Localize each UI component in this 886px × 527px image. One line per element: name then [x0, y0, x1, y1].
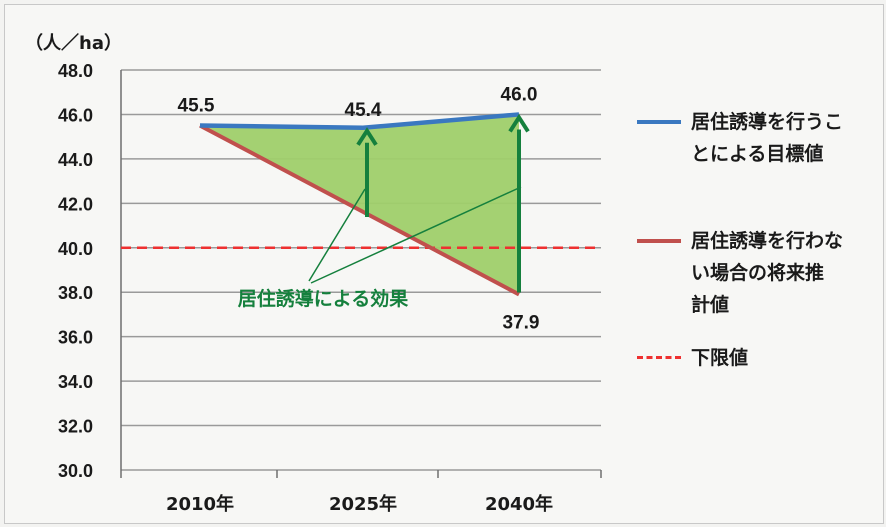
data-label: 46.0	[501, 84, 538, 105]
data-label: 37.9	[503, 312, 540, 333]
annotation-leader	[310, 186, 522, 284]
chart-frame: 30.0 32.0 34.0 36.0 38.0 40.0 42.0 44.0 46.0 48.0…	[4, 4, 884, 524]
y-tick-label: 30.0	[58, 461, 93, 481]
x-tick-label: 2040年	[485, 493, 553, 515]
legend-item-projection: 居住誘導を行わな い場合の将来推 計値	[637, 225, 881, 321]
data-label: 45.5	[178, 96, 215, 117]
effect-area	[200, 114, 519, 295]
chart-canvas: 30.0 32.0 34.0 36.0 38.0 40.0 42.0 44.0 46.0 48.0…	[25, 33, 602, 515]
legend-swatch-projection	[637, 239, 681, 243]
y-tick-label: 44.0	[58, 150, 93, 170]
y-tick-label: 46.0	[58, 105, 93, 125]
projection-line	[199, 123, 520, 297]
arrow-2025-head	[356, 127, 378, 146]
y-tick-label: 38.0	[58, 283, 93, 303]
legend-item-lower-limit: 下限値	[637, 342, 881, 374]
legend-label-projection: 居住誘導を行わな い場合の将来推 計値	[691, 230, 844, 316]
annotation-leader	[308, 188, 366, 282]
legend-label-target: 居住誘導を行うこ とによる目標値	[691, 111, 844, 165]
legend-swatch-target	[637, 120, 681, 124]
legend-item-target: 居住誘導を行うこ とによる目標値	[637, 106, 881, 170]
target-line	[199, 112, 520, 131]
y-tick-label: 48.0	[58, 61, 93, 81]
y-tick-label: 32.0	[58, 417, 93, 437]
data-label: 45.4	[345, 100, 382, 121]
x-tick-label: 2010年	[166, 493, 234, 515]
y-tick-label: 40.0	[58, 239, 93, 259]
y-tick-label: 42.0	[58, 194, 93, 214]
annotation-label: 居住誘導による効果	[238, 287, 408, 310]
y-tick-label: 34.0	[58, 372, 93, 392]
legend-label-lower-limit: 下限値	[691, 347, 749, 369]
x-tick-label: 2025年	[329, 493, 397, 515]
y-tick-label: 36.0	[58, 328, 93, 348]
y-unit-label: （人／ha）	[25, 33, 122, 54]
arrow-2040-head	[508, 113, 530, 133]
legend-swatch-lower-limit	[637, 356, 681, 359]
